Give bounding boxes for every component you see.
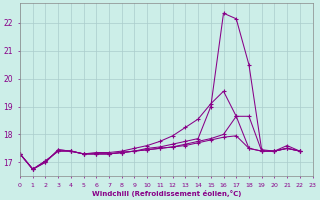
X-axis label: Windchill (Refroidissement éolien,°C): Windchill (Refroidissement éolien,°C) bbox=[92, 190, 241, 197]
